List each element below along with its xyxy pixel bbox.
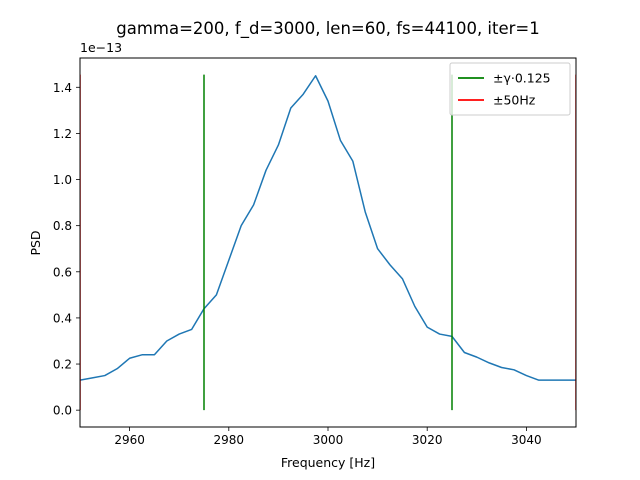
psd-series-line	[80, 75, 576, 381]
y-tick-label: 0.0	[53, 404, 72, 418]
y-offset-label: 1e−13	[80, 40, 122, 55]
legend-label: ±γ·0.125	[493, 71, 551, 86]
x-tick-label: 3020	[412, 433, 443, 447]
chart-title: gamma=200, f_d=3000, len=60, fs=44100, i…	[116, 19, 540, 39]
legend-label: ±50Hz	[493, 93, 536, 108]
y-tick-label: 0.2	[53, 358, 72, 372]
y-tick-label: 1.2	[53, 127, 72, 141]
x-tick-label: 3000	[313, 433, 344, 447]
y-tick-label: 0.4	[53, 311, 72, 325]
x-tick-label: 2960	[114, 433, 145, 447]
y-tick-label: 0.8	[53, 219, 72, 233]
x-axis-label: Frequency [Hz]	[281, 455, 375, 470]
y-axis-label: PSD	[28, 230, 43, 255]
legend: ±γ·0.125 ±50Hz	[449, 62, 571, 116]
y-tick-label: 1.4	[53, 81, 72, 95]
y-tick-label: 0.6	[53, 265, 72, 279]
legend-box	[449, 62, 571, 116]
x-tick-label: 3040	[511, 433, 542, 447]
x-tick-label: 2980	[214, 433, 245, 447]
y-tick-label: 1.0	[53, 173, 72, 187]
